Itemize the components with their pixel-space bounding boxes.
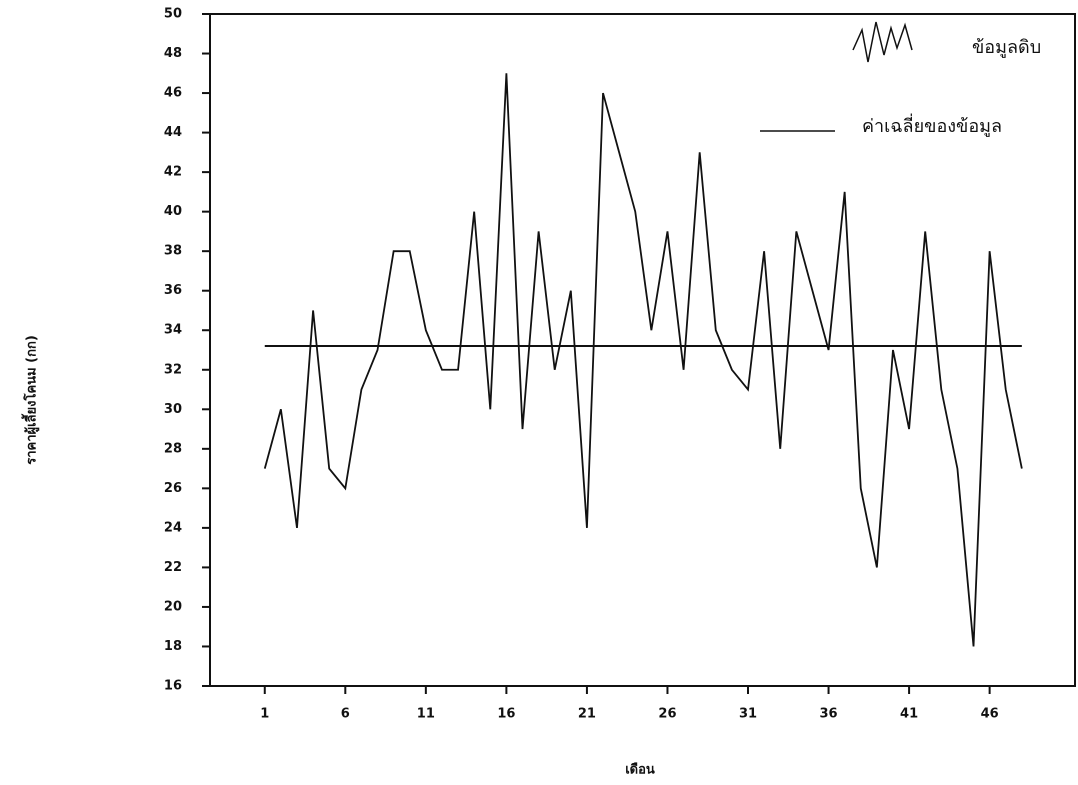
legend-label: ข้อมูลดิบ xyxy=(972,37,1041,58)
x-tick-label: 26 xyxy=(658,707,676,722)
y-tick-label: 48 xyxy=(164,46,182,61)
y-tick-label: 36 xyxy=(164,283,182,298)
x-tick-label: 21 xyxy=(578,707,596,722)
y-tick-label: 22 xyxy=(164,560,182,575)
y-tick-label: 44 xyxy=(164,125,182,140)
y-tick-label: 50 xyxy=(164,7,182,22)
data-line xyxy=(263,73,1023,647)
y-tick-label: 46 xyxy=(164,86,182,101)
y-tick-label: 30 xyxy=(164,402,182,417)
plot-frame xyxy=(209,13,1076,687)
legend-symbol xyxy=(852,21,913,63)
y-tick-label: 16 xyxy=(164,679,182,694)
y-tick-label: 28 xyxy=(164,441,182,456)
y-tick-label: 24 xyxy=(164,520,182,535)
y-tick-label: 32 xyxy=(164,362,182,377)
legend-label: ค่าเฉลี่ยของข้อมูล xyxy=(862,113,1002,137)
y-tick-label: 34 xyxy=(164,323,182,338)
x-tick-label: 31 xyxy=(739,707,757,722)
y-tick-label: 20 xyxy=(164,599,182,614)
x-tick-label: 41 xyxy=(900,707,918,722)
y-axis-label: ราคาผู้เลี้ยงโคนม (กก) xyxy=(21,335,40,465)
x-axis-label: เดือน xyxy=(625,762,655,778)
x-tick-label: 11 xyxy=(417,707,435,722)
y-tick-label: 26 xyxy=(164,481,182,496)
x-tick-label: 46 xyxy=(981,707,999,722)
x-tick-label: 16 xyxy=(497,707,515,722)
y-tick-label: 42 xyxy=(164,165,182,180)
y-tick-label: 40 xyxy=(164,204,182,219)
x-tick-label: 6 xyxy=(341,707,350,722)
y-tick-label: 38 xyxy=(164,244,182,259)
y-tick-label: 18 xyxy=(164,639,182,654)
x-tick-label: 36 xyxy=(820,707,838,722)
x-tick-label: 1 xyxy=(260,707,269,722)
